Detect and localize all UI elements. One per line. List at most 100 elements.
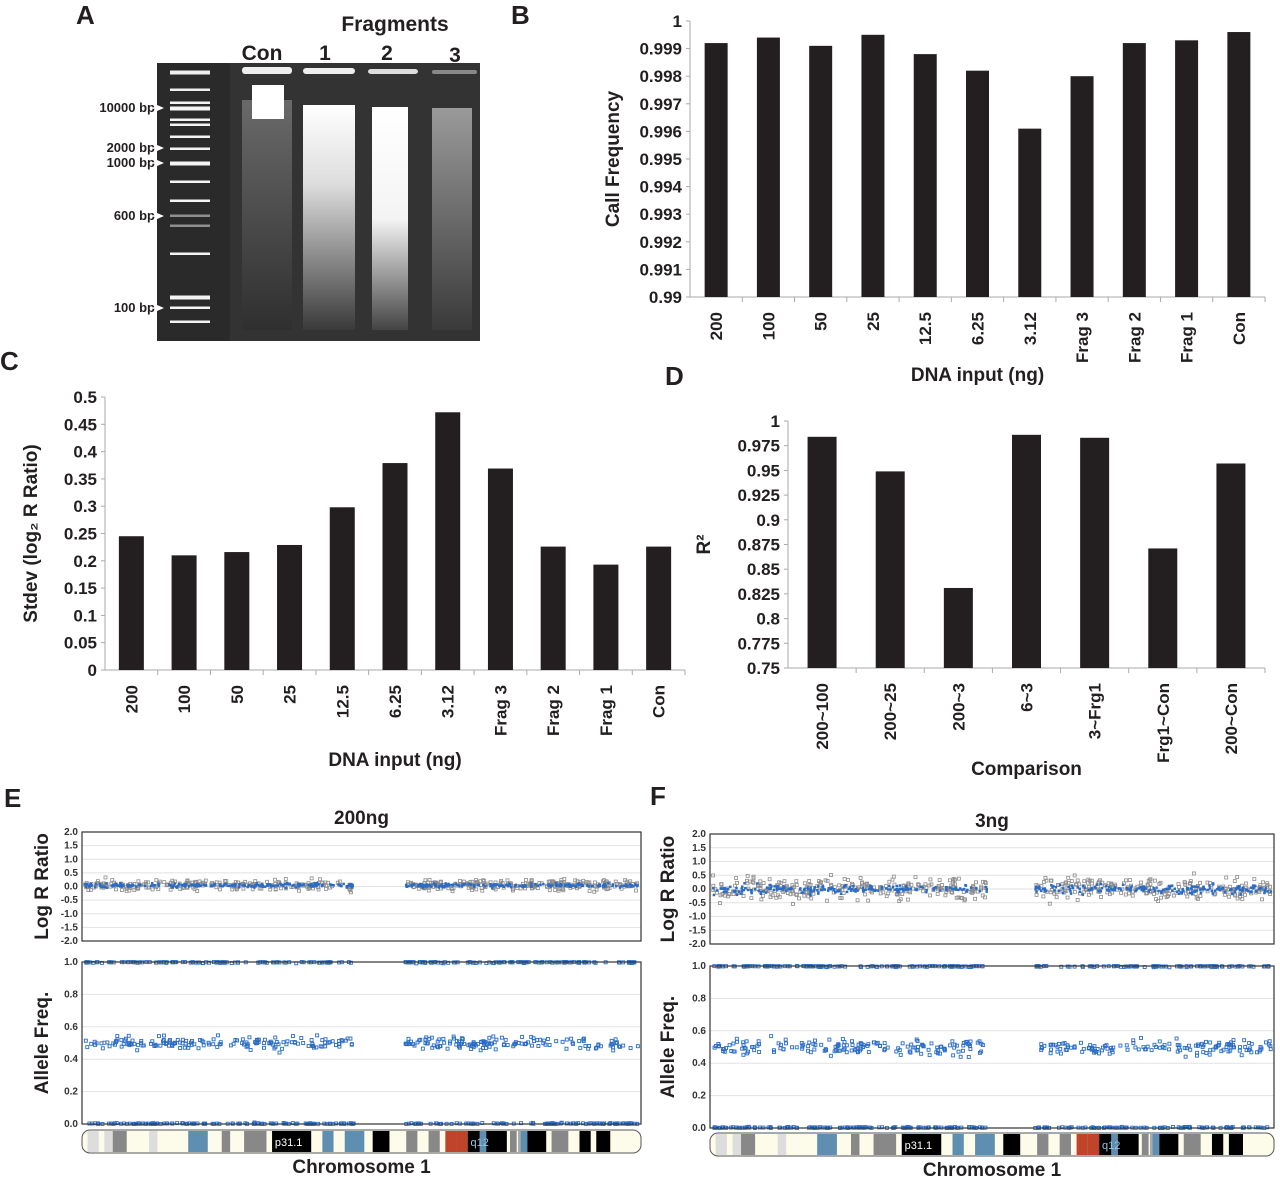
baf-point [757, 1042, 762, 1047]
baf-point [235, 1038, 239, 1043]
lrr-point [797, 896, 802, 901]
lrr-smoothed-point [550, 884, 554, 887]
baf-point [1208, 1048, 1213, 1053]
y-tick-label: 0.95 [747, 461, 780, 480]
lrr-smoothed-point [839, 892, 843, 895]
lrr-point [1048, 890, 1053, 895]
lrr-smoothed-point [776, 884, 779, 888]
y-tick-label: 0.0 [692, 884, 706, 895]
baf-point [1182, 1045, 1187, 1050]
gel-lane-label: 2 [381, 42, 393, 65]
lrr-smoothed-point [1081, 884, 1085, 888]
chart-title: 200ng [334, 808, 389, 829]
lrr-point [866, 898, 871, 903]
lrr-smoothed-point [587, 885, 591, 888]
lrr-point [470, 879, 475, 884]
lrr-smoothed-point [628, 883, 631, 886]
lrr-smoothed-point [442, 885, 445, 888]
lrr-smoothed-point [597, 885, 601, 888]
baf-point [417, 1038, 422, 1043]
ideogram-band [1183, 1134, 1201, 1155]
y-tick-label: 0.5 [692, 870, 706, 881]
lrr-smoothed-point [590, 884, 594, 888]
lrr-smoothed-point [603, 884, 607, 888]
ideogram-band [406, 1131, 418, 1152]
lrr-point [525, 882, 530, 886]
baf-point [431, 1043, 436, 1048]
lrr-smoothed-point [1142, 889, 1145, 893]
lrr-smoothed-point [149, 884, 153, 888]
baf-point [800, 1046, 805, 1051]
lrr-smoothed-point [143, 884, 147, 888]
baf-point [1264, 1040, 1268, 1045]
lrr-smoothed-point [137, 883, 141, 887]
baf-point [267, 1040, 272, 1045]
lrr-point [840, 888, 845, 893]
lrr-smoothed-point [782, 884, 785, 888]
baf-point [1184, 1046, 1189, 1051]
lrr-smoothed-point [1201, 887, 1204, 891]
bar-Frag-3 [1070, 76, 1094, 297]
lrr-smoothed-point [209, 884, 213, 888]
lrr-point [711, 883, 716, 888]
baf-point [281, 1040, 286, 1045]
lrr-smoothed-point [529, 882, 533, 885]
lrr-y-axis-label: Log R Ratio [658, 836, 679, 943]
ideogram-band [479, 1131, 487, 1152]
lrr-smoothed-point [514, 883, 518, 887]
y-tick-label: 0.995 [639, 150, 682, 169]
ideogram-band [952, 1134, 964, 1155]
lrr-smoothed-point [297, 885, 301, 888]
lrr-smoothed-point [1088, 888, 1092, 892]
baf-point [216, 1033, 221, 1038]
lrr-smoothed-point [1269, 890, 1273, 893]
baf-point [1253, 1125, 1258, 1130]
lrr-smoothed-point [418, 884, 422, 888]
y-tick-label: -0.5 [61, 895, 79, 906]
y-tick-label: 1.0 [64, 854, 78, 865]
lrr-point [761, 893, 765, 898]
lrr-smoothed-point [407, 884, 410, 888]
baf-point [927, 1053, 932, 1058]
baf-point [487, 1044, 492, 1049]
lrr-point [890, 877, 895, 882]
lrr-point [842, 877, 847, 881]
lrr-smoothed-point [1210, 889, 1214, 893]
lrr-smoothed-point [773, 885, 776, 888]
lrr-point [316, 885, 320, 890]
lrr-smoothed-point [243, 884, 247, 888]
bar-200-100 [807, 436, 837, 668]
baf-point [310, 1041, 315, 1046]
lrr-smoothed-point [134, 885, 138, 888]
lrr-smoothed-point [98, 883, 102, 887]
baf-point [241, 1042, 246, 1047]
lrr-smoothed-point [88, 885, 91, 889]
ideogram-band [244, 1131, 267, 1152]
baf-point [172, 1040, 177, 1045]
baf-point [89, 1041, 94, 1046]
lrr-smoothed-point [1208, 887, 1212, 890]
lrr-smoothed-point [1054, 885, 1058, 889]
lrr-point [450, 889, 455, 894]
x-tick-label: Frag 1 [597, 685, 616, 736]
baf-point [1059, 964, 1064, 969]
ideogram-band [87, 1131, 99, 1152]
baf-point [1048, 1051, 1053, 1056]
lrr-smoothed-point [412, 882, 416, 886]
lrr-smoothed-point [548, 884, 551, 887]
baf-point [732, 1049, 737, 1054]
lrr-smoothed-point [735, 893, 739, 897]
lrr-smoothed-point [1190, 892, 1194, 896]
baf-point [102, 1040, 107, 1045]
lrr-point [218, 887, 222, 892]
lrr-smoothed-point [884, 887, 888, 890]
band-label: p31.1 [275, 1137, 303, 1149]
lrr-smoothed-point [848, 886, 852, 889]
baf-point [554, 1039, 559, 1044]
lrr-point [145, 880, 150, 885]
baf-point [1067, 964, 1072, 969]
bar-25 [277, 544, 303, 670]
lrr-smoothed-point [1190, 891, 1194, 894]
baf-point [1208, 1040, 1213, 1045]
baf-point [878, 1044, 883, 1049]
